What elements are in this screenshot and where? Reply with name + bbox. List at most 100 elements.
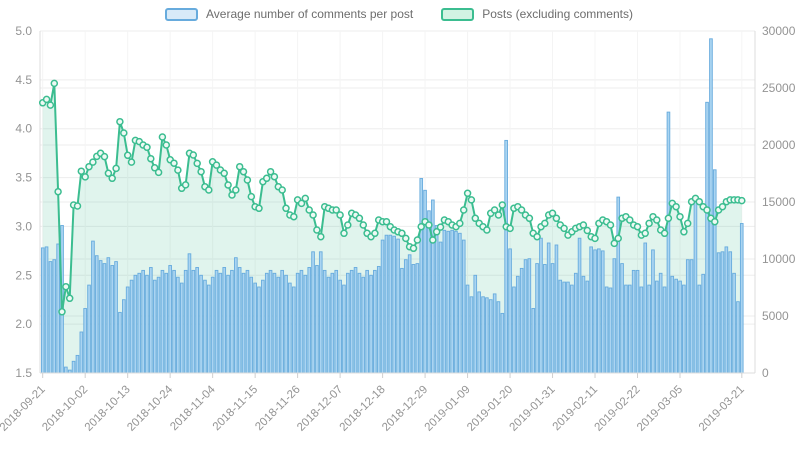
bar (658, 272, 663, 374)
svg-text:30000: 30000 (762, 24, 796, 38)
point (552, 214, 561, 223)
point (224, 181, 232, 189)
point (104, 169, 113, 178)
bar (639, 286, 644, 374)
bar (353, 267, 358, 374)
bar (577, 237, 582, 374)
bar (241, 272, 246, 374)
point (711, 217, 719, 226)
bar (736, 301, 740, 374)
bar (276, 276, 281, 374)
bar (666, 111, 671, 374)
point (560, 224, 568, 233)
point (483, 226, 491, 234)
point (672, 202, 680, 211)
bar (137, 272, 142, 374)
bar (125, 286, 130, 374)
point (301, 194, 310, 203)
point (170, 159, 178, 167)
svg-text:2018-11-15: 2018-11-15 (211, 384, 260, 433)
bar (573, 272, 578, 374)
bar (361, 276, 366, 374)
bar (299, 269, 304, 374)
x-axis-labels: 2018-09-212018-10-022018-10-132018-10-24… (0, 383, 747, 434)
point (494, 211, 503, 219)
bar (465, 284, 470, 374)
bar (442, 229, 447, 374)
bar (655, 280, 659, 374)
point (614, 234, 622, 243)
bar (423, 189, 427, 374)
bar (106, 257, 111, 374)
svg-text:0: 0 (762, 366, 769, 380)
bar (728, 251, 733, 374)
bar (369, 274, 373, 374)
bar (98, 260, 103, 374)
bar (546, 242, 551, 374)
bar (461, 239, 466, 374)
point (664, 214, 673, 223)
point (112, 164, 120, 173)
legend-item-comments[interactable]: Average number of comments per post (165, 7, 413, 21)
bar (697, 284, 702, 374)
point (189, 151, 198, 159)
bar (647, 284, 651, 374)
bar (56, 243, 60, 374)
comments-bars (40, 38, 744, 374)
bar (48, 261, 53, 374)
legend-swatch-posts-icon (441, 7, 475, 21)
bar (685, 259, 690, 374)
bar (237, 267, 242, 374)
bar (403, 259, 408, 374)
point (525, 214, 534, 223)
point (247, 192, 256, 201)
bar (373, 269, 377, 374)
point (498, 201, 507, 209)
point (332, 206, 340, 214)
point (309, 211, 317, 219)
bar (539, 237, 543, 374)
bar (670, 275, 675, 374)
point (506, 224, 514, 233)
bar (678, 280, 682, 374)
bar (191, 269, 196, 374)
bar (612, 258, 617, 374)
point (463, 189, 472, 198)
point (108, 174, 116, 183)
y-axis-right-labels: 0 5000 10000 15000 20000 25000 30000 (762, 24, 796, 380)
point (459, 206, 468, 214)
point (336, 211, 344, 219)
bar (230, 269, 234, 374)
bar (616, 196, 621, 374)
svg-text:2019-03-05: 2019-03-05 (635, 384, 685, 434)
legend-item-posts[interactable]: Posts (excluding comments) (441, 7, 633, 21)
point (150, 164, 159, 172)
bar (218, 272, 223, 374)
bar (94, 255, 99, 374)
bar (87, 284, 91, 374)
bar (512, 286, 516, 374)
bar (40, 247, 45, 374)
point (606, 221, 615, 229)
svg-text:15000: 15000 (762, 195, 796, 209)
bar (176, 276, 180, 374)
point (278, 186, 286, 194)
bar (515, 275, 520, 374)
bar (651, 249, 655, 374)
bar (550, 263, 555, 374)
bar (600, 250, 605, 374)
bar (570, 284, 574, 374)
point (89, 158, 97, 166)
point (340, 229, 348, 238)
bar (458, 232, 462, 374)
point (154, 168, 163, 177)
point (65, 294, 74, 303)
bar (249, 276, 254, 374)
point (205, 186, 213, 194)
bar (280, 269, 284, 374)
point (305, 206, 313, 214)
bar (156, 276, 161, 374)
svg-text:3.5: 3.5 (15, 171, 32, 185)
